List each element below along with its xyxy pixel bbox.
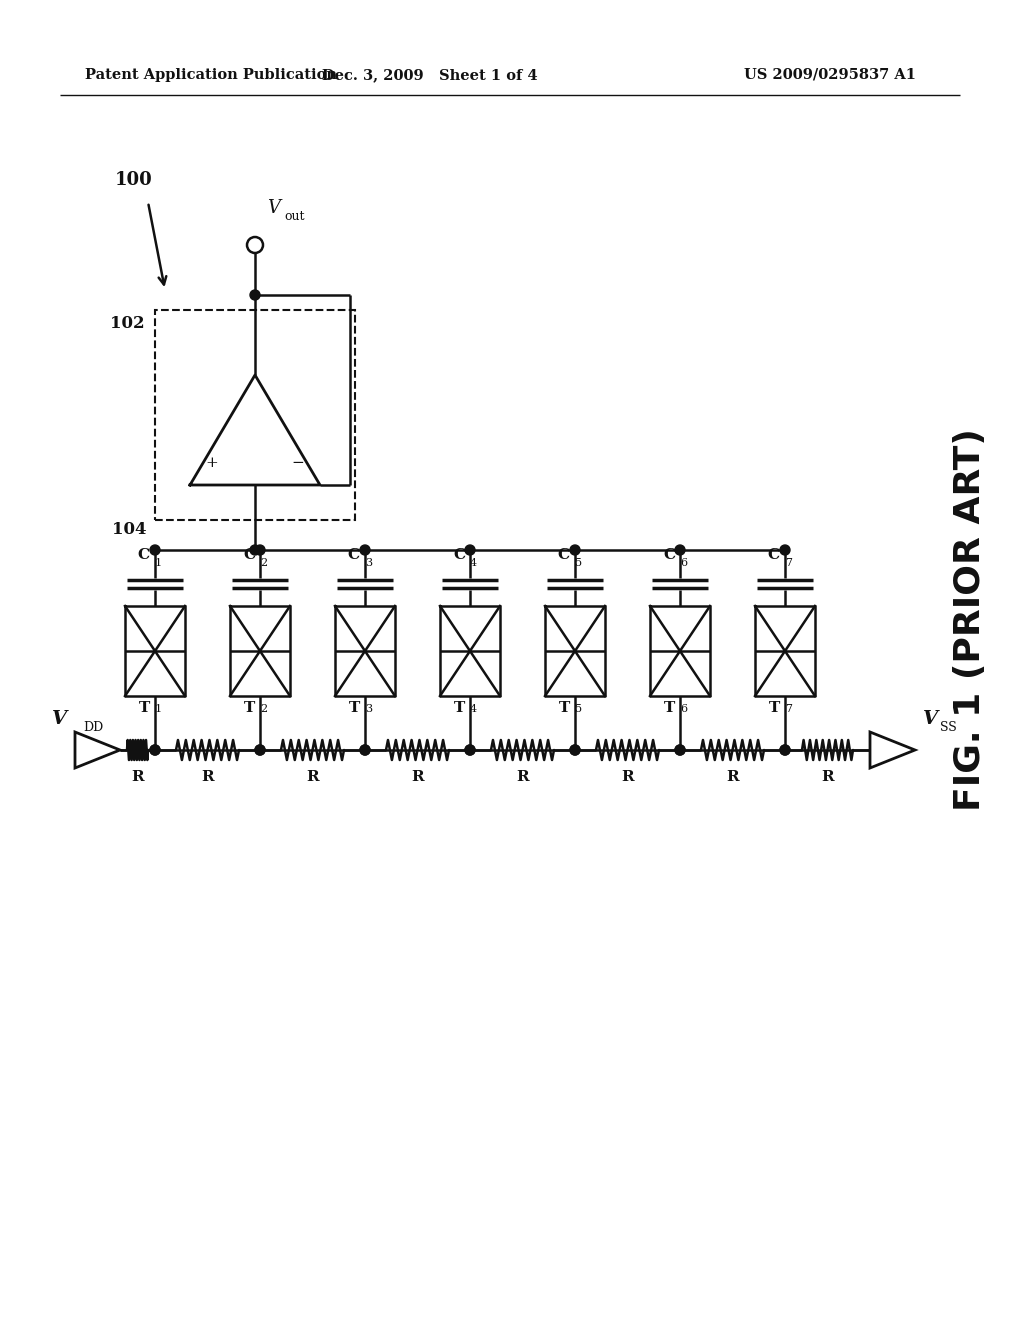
- Bar: [155, 310, 355, 520]
- Text: R: R: [622, 770, 634, 784]
- Circle shape: [360, 744, 370, 755]
- Text: Dec. 3, 2009   Sheet 1 of 4: Dec. 3, 2009 Sheet 1 of 4: [323, 69, 538, 82]
- Text: T: T: [664, 701, 675, 715]
- Text: 2: 2: [260, 704, 267, 714]
- Circle shape: [150, 744, 160, 755]
- Text: FIG. 1 (PRIOR ART): FIG. 1 (PRIOR ART): [953, 429, 987, 812]
- Circle shape: [570, 545, 580, 554]
- Text: −: −: [292, 455, 304, 470]
- Text: 1: 1: [155, 558, 162, 568]
- Polygon shape: [75, 733, 120, 768]
- Circle shape: [150, 744, 160, 755]
- Text: 102: 102: [111, 315, 145, 333]
- Circle shape: [465, 744, 475, 755]
- Circle shape: [360, 545, 370, 554]
- Text: C: C: [243, 548, 255, 562]
- Polygon shape: [870, 733, 915, 768]
- Text: V: V: [267, 199, 280, 216]
- Circle shape: [465, 744, 475, 755]
- Circle shape: [247, 238, 263, 253]
- Text: 5: 5: [575, 704, 582, 714]
- Circle shape: [465, 545, 475, 554]
- Text: R: R: [201, 770, 214, 784]
- Text: DD: DD: [83, 721, 103, 734]
- Text: 5: 5: [575, 558, 582, 568]
- Text: Patent Application Publication: Patent Application Publication: [85, 69, 337, 82]
- Circle shape: [675, 744, 685, 755]
- Text: T: T: [349, 701, 360, 715]
- Circle shape: [255, 545, 265, 554]
- Circle shape: [255, 744, 265, 755]
- Text: V: V: [52, 710, 67, 729]
- Circle shape: [150, 545, 160, 554]
- Text: 7: 7: [785, 704, 792, 714]
- Text: C: C: [558, 548, 570, 562]
- Circle shape: [570, 744, 580, 755]
- Circle shape: [780, 744, 790, 755]
- Text: 4: 4: [470, 558, 477, 568]
- Text: T: T: [138, 701, 150, 715]
- Circle shape: [255, 744, 265, 755]
- Text: SS: SS: [940, 721, 956, 734]
- Text: T: T: [769, 701, 780, 715]
- Text: R: R: [306, 770, 318, 784]
- Text: +: +: [206, 455, 218, 470]
- Text: 1: 1: [155, 704, 162, 714]
- Text: 104: 104: [113, 521, 147, 539]
- Circle shape: [360, 744, 370, 755]
- Circle shape: [780, 744, 790, 755]
- Text: C: C: [453, 548, 465, 562]
- Circle shape: [250, 545, 260, 554]
- Text: 7: 7: [785, 558, 792, 568]
- Text: 3: 3: [365, 704, 372, 714]
- Text: 100: 100: [115, 172, 153, 189]
- Circle shape: [780, 545, 790, 554]
- Text: R: R: [821, 770, 834, 784]
- Text: T: T: [244, 701, 255, 715]
- Text: C: C: [663, 548, 675, 562]
- Circle shape: [675, 744, 685, 755]
- Text: T: T: [559, 701, 570, 715]
- Text: 2: 2: [260, 558, 267, 568]
- Text: 6: 6: [680, 704, 687, 714]
- Text: 3: 3: [365, 558, 372, 568]
- Circle shape: [675, 545, 685, 554]
- Text: C: C: [348, 548, 360, 562]
- Text: 4: 4: [470, 704, 477, 714]
- Text: 6: 6: [680, 558, 687, 568]
- Text: T: T: [454, 701, 465, 715]
- Text: C: C: [138, 548, 150, 562]
- Text: C: C: [768, 548, 780, 562]
- Text: out: out: [284, 210, 304, 223]
- Circle shape: [570, 744, 580, 755]
- Text: US 2009/0295837 A1: US 2009/0295837 A1: [744, 69, 916, 82]
- Text: R: R: [516, 770, 528, 784]
- Text: V: V: [923, 710, 938, 729]
- Text: R: R: [412, 770, 424, 784]
- Text: R: R: [726, 770, 738, 784]
- Text: R: R: [131, 770, 143, 784]
- Circle shape: [250, 290, 260, 300]
